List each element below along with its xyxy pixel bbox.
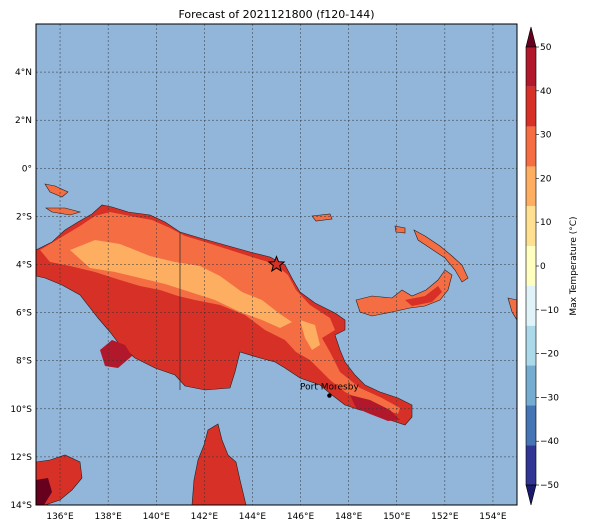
southwest-land-hot	[36, 478, 52, 505]
colorbar-segment	[526, 47, 536, 87]
colorbar-tick-label: −30	[540, 393, 559, 403]
star-icon	[267, 255, 286, 273]
colorbar-segment	[526, 206, 536, 247]
colorbar-segment	[526, 166, 536, 207]
new-ireland-island	[413, 229, 469, 283]
colorbar-tick-label: 30	[540, 131, 552, 141]
colorbar-extend-min	[525, 484, 537, 506]
lat-tick-label: 4°N	[15, 68, 32, 78]
colorbar-tick-label: 40	[540, 87, 552, 97]
colorbar-tick-label: −20	[540, 350, 559, 360]
colorbar-tick-label: −10	[540, 306, 559, 316]
new-britain-hot	[405, 286, 442, 306]
colorbar-tick-label: 20	[540, 174, 552, 184]
colorbar-segment	[526, 445, 536, 485]
lon-tick-label: 140°E	[143, 512, 171, 522]
colorbar-extend-max	[525, 26, 537, 48]
lat-tick-label: 8°S	[16, 357, 32, 367]
lon-tick-label: 148°E	[335, 512, 363, 522]
mild-zone-east	[300, 320, 320, 350]
west-island-1	[44, 183, 69, 198]
colorbar-tick-label: 50	[540, 43, 552, 53]
colorbar-tick-label: 0	[540, 262, 546, 272]
lat-tick-label: 4°S	[16, 261, 32, 271]
city-dot	[327, 393, 332, 398]
colorbar-segment	[526, 86, 536, 127]
lon-tick-label: 138°E	[94, 512, 122, 522]
mild-zone	[70, 240, 292, 328]
lon-tick-label: 152°E	[431, 512, 459, 522]
colorbar-segment	[526, 246, 536, 286]
lon-tick-label: 154°E	[479, 512, 507, 522]
lat-tick-label: 6°S	[16, 309, 32, 319]
colorbar-tick-label: −40	[540, 437, 559, 447]
colorbar: 50 40 30 20 10 0 −10 −20 −30 −40 −50 Max Temperatur…	[525, 26, 579, 506]
south-coast-hot-2	[350, 395, 400, 421]
lat-tick-label: 14°S	[10, 501, 32, 511]
lon-tick-label: 150°E	[383, 512, 411, 522]
cape-york	[191, 423, 247, 505]
small-island-ne	[394, 225, 406, 234]
lon-tick-label: 136°E	[46, 512, 74, 522]
place-label: Port Moresby	[300, 383, 359, 393]
colorbar-tick-label: −50	[540, 481, 559, 491]
lat-tick-labels: 4°N 2°N 0° 2°S 4°S 6°S 8°S 10°S 12°S 14°S	[10, 68, 32, 511]
lat-tick-label: 2°N	[15, 116, 32, 126]
map-frame	[35, 23, 518, 506]
colorbar-label: Max Temperature (°C)	[569, 216, 579, 315]
lon-tick-label: 144°E	[239, 512, 267, 522]
map-markers: Port Moresby	[267, 255, 359, 398]
colorbar-segment	[526, 325, 536, 366]
colorbar-tick-label: 10	[540, 218, 552, 228]
lat-tick-label: 12°S	[10, 453, 32, 463]
manus-island	[311, 213, 333, 222]
lat-tick-label: 2°S	[16, 212, 32, 222]
lat-tick-label: 0°	[22, 164, 32, 174]
lon-tick-label: 146°E	[287, 512, 315, 522]
west-island-2	[45, 207, 82, 216]
map-grid	[36, 24, 517, 505]
lat-tick-label: 10°S	[10, 405, 32, 415]
lon-tick-label: 142°E	[191, 512, 219, 522]
colorbar-segment	[526, 285, 536, 326]
colorbar-segment	[526, 405, 536, 446]
lon-tick-labels: 136°E 138°E 140°E 142°E 144°E 146°E 148°E 150°E…	[46, 512, 507, 522]
bougainville-island	[507, 297, 517, 321]
colorbar-segment	[526, 126, 536, 167]
land-layer	[36, 183, 517, 505]
colorbar-segment	[526, 365, 536, 406]
chart-title: Forecast of 2021121800 (f120-144)	[178, 8, 375, 21]
new-britain-island	[355, 269, 453, 317]
